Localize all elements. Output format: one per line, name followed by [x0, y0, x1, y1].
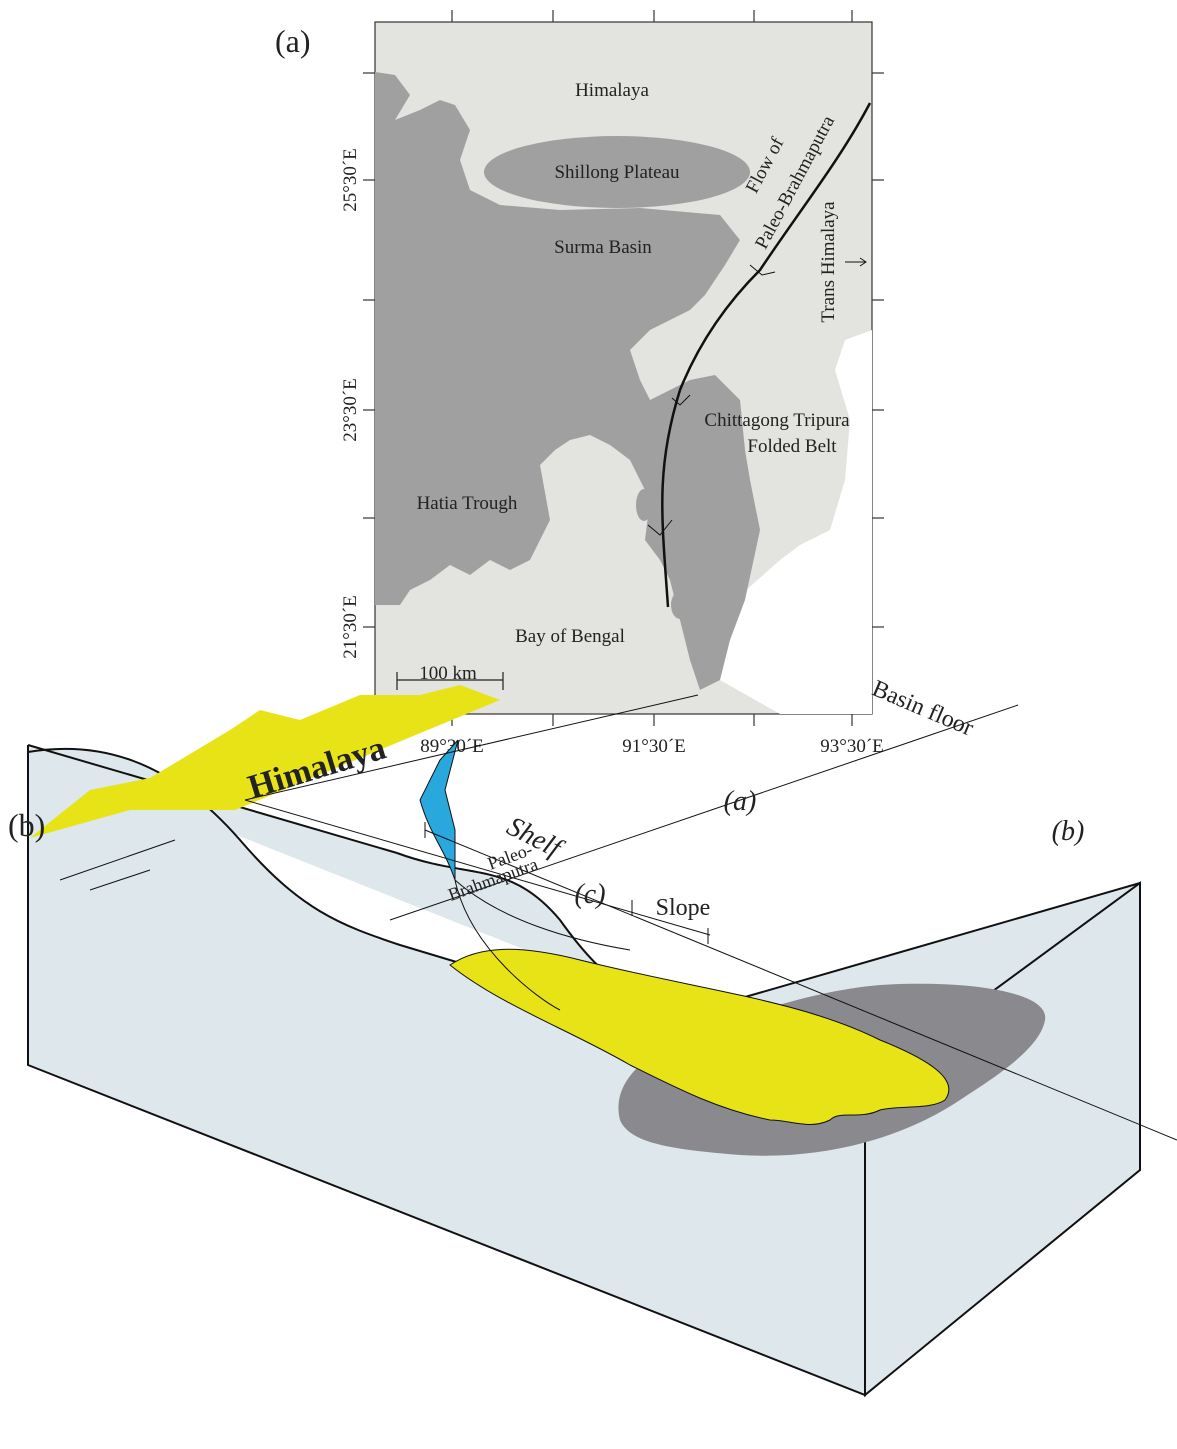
- place-label: Trans Himalaya: [818, 201, 839, 323]
- figure: (a) Himalaya Shillong Plateau Surma Basi…: [0, 0, 1177, 1449]
- place-label: Shillong Plateau: [554, 162, 680, 183]
- x-tick-label: 91°30´E: [622, 736, 686, 757]
- y-tick-label: 23°30´E: [340, 378, 361, 442]
- zone-label: Slope: [656, 895, 711, 921]
- place-label: Himalaya: [575, 80, 649, 101]
- island: [636, 489, 652, 521]
- map: [363, 10, 884, 726]
- section-label: (a): [724, 786, 757, 817]
- place-label: Chittagong Tripura: [704, 410, 850, 431]
- section-label: (c): [574, 879, 605, 910]
- y-tick-label: 25°30´E: [340, 148, 361, 212]
- place-label: Bay of Bengal: [515, 626, 625, 647]
- place-label: Surma Basin: [554, 237, 652, 258]
- panel-label: (b): [8, 807, 45, 843]
- zone-label: Basin floor: [868, 676, 977, 742]
- island: [671, 591, 689, 619]
- section-label: (b): [1052, 816, 1085, 847]
- scale-label: 100 km: [419, 663, 477, 684]
- block-diagram: [28, 685, 1177, 1395]
- y-tick-label: 21°30´E: [340, 595, 361, 659]
- place-label: Folded Belt: [747, 436, 837, 457]
- panel-label: (a): [275, 23, 311, 59]
- place-label: Hatia Trough: [417, 493, 518, 514]
